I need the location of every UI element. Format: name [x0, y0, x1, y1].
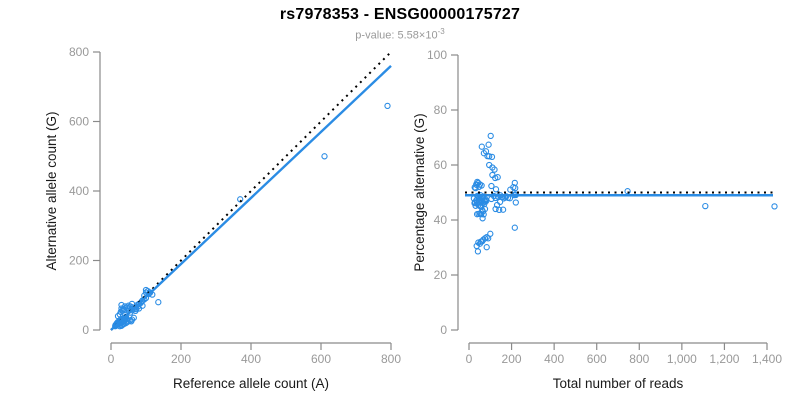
y-axis-label: Percentage alternative (G) [412, 113, 427, 271]
data-point [486, 153, 493, 160]
data-point [478, 182, 485, 189]
data-point [483, 197, 490, 205]
pvalue-text: p-value: 5.58×10 [355, 29, 438, 42]
x-tick-label: 200 [502, 352, 522, 366]
x-tick-label: 600 [311, 352, 331, 366]
data-point [511, 224, 518, 231]
data-point [511, 179, 518, 187]
data-point [479, 215, 486, 222]
data-point [488, 182, 495, 190]
data-point [507, 186, 514, 193]
x-axis-label: Total number of reads [553, 376, 684, 391]
data-point [130, 314, 137, 321]
data-point [123, 304, 130, 311]
pvalue-exponent: -3 [437, 27, 445, 36]
x-tick-label: 800 [381, 352, 401, 366]
y-tick-label: 60 [434, 158, 448, 172]
data-point [114, 312, 122, 320]
x-tick-label: 400 [544, 352, 564, 366]
x-tick-label: 800 [629, 352, 649, 366]
data-point [624, 188, 631, 195]
allele-counts-scatter: 0 200 400 600 800 0 200 400 600 800 Reference alle… [44, 45, 401, 391]
plot-header: rs7978353 - ENSG00000175727 p-value: 5.5… [0, 6, 800, 42]
y-tick-label: 80 [434, 103, 448, 117]
y-tick-label: 600 [69, 115, 89, 129]
data-point [491, 166, 498, 173]
x-tick-label: 600 [587, 352, 607, 366]
y-tick-label: 40 [434, 213, 448, 227]
x-tick-label: 200 [171, 352, 191, 366]
data-point [483, 244, 490, 251]
data-point [321, 153, 328, 160]
page-title: rs7978353 - ENSG00000175727 [279, 6, 521, 23]
data-point [128, 316, 136, 323]
x-tick-label: 1,200 [709, 352, 739, 366]
y-axis-label: Alternative allele count (G) [44, 111, 59, 270]
identity-line [110, 51, 392, 331]
x-tick-label: 400 [241, 352, 261, 366]
y-tick-label: 400 [69, 184, 89, 198]
data-point [474, 248, 482, 255]
y-tick-label: 100 [427, 48, 447, 62]
x-tick-label: 1,400 [752, 352, 782, 366]
y-tick-label: 20 [434, 268, 448, 282]
data-point [492, 186, 500, 193]
data-point [487, 132, 494, 140]
data-point [492, 205, 499, 213]
data-point [485, 141, 492, 148]
data-point [155, 299, 162, 306]
x-tick-label: 1,000 [667, 352, 697, 366]
y-tick-label: 0 [440, 323, 447, 337]
fit-line [110, 65, 392, 331]
data-point [478, 143, 485, 150]
data-point [481, 205, 489, 213]
y-tick-label: 200 [69, 254, 89, 268]
x-axis-label: Reference allele count (A) [173, 376, 329, 391]
percentage-vs-reads-scatter: 0 20 40 60 80 100 0 200 400 600 800 1,000 1,200 1,400… [412, 48, 782, 391]
x-tick-label: 0 [108, 352, 115, 366]
data-point [384, 102, 391, 110]
data-point [494, 174, 501, 181]
x-tick-label: 0 [466, 352, 473, 366]
y-tick-label: 800 [69, 45, 89, 59]
data-point [512, 199, 519, 206]
data-point [702, 202, 709, 210]
data-point [237, 196, 244, 203]
data-point [472, 184, 479, 192]
data-point [771, 203, 778, 210]
y-tick-label: 0 [82, 323, 89, 337]
data-point [496, 206, 503, 214]
data-point [483, 234, 490, 241]
pvalue-subtitle: p-value: 5.58×10-3 [0, 27, 800, 42]
data-point [499, 206, 507, 213]
data-point [488, 153, 496, 161]
data-point [487, 230, 494, 237]
